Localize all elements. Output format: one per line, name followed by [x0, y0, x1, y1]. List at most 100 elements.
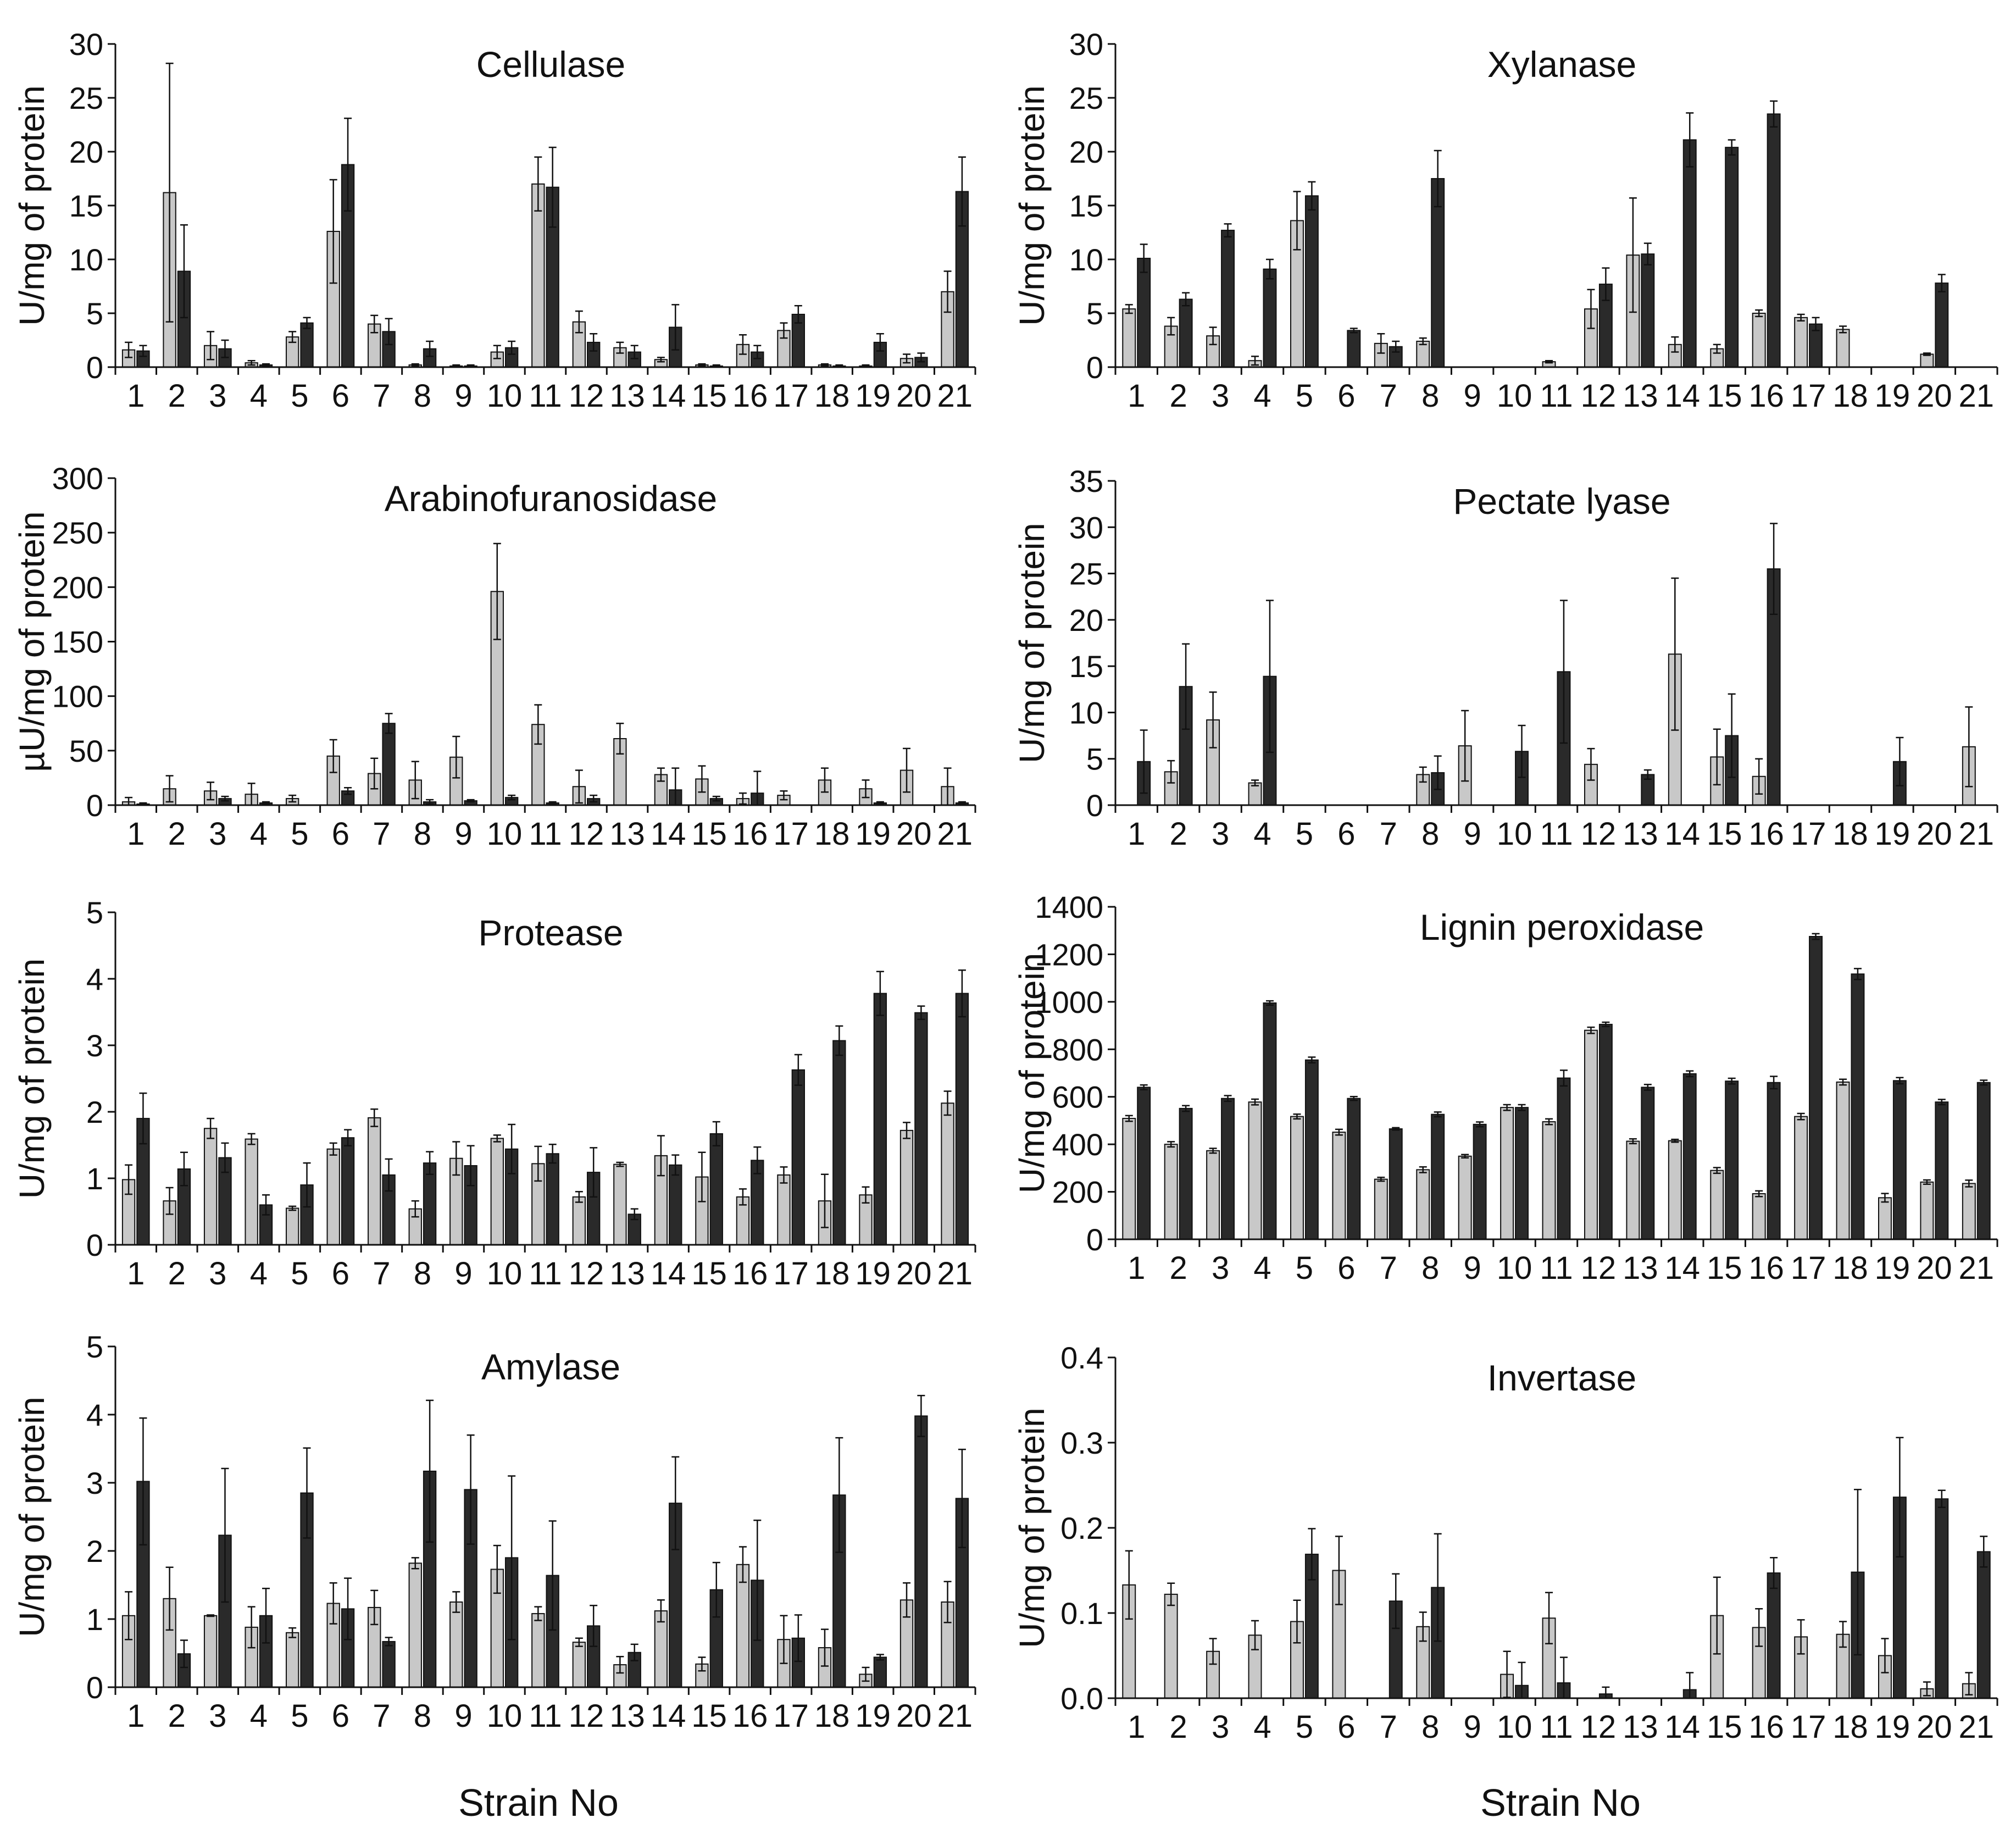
x-tick-label-protease: 21: [937, 1256, 973, 1292]
x-tick-label-protease: 1: [127, 1256, 145, 1292]
x-tick-label-xylanase: 9: [1464, 378, 1481, 414]
y-tick-label-xylanase: 25: [1069, 81, 1103, 115]
bar-lignin-peroxidase-s1-4: [1248, 1101, 1262, 1240]
x-tick-label-xylanase: 18: [1832, 378, 1868, 414]
bar-xylanase-s2-1: [1137, 258, 1151, 368]
error-bar-xylanase-s1-4: [1251, 356, 1259, 366]
x-tick-label-amylase: 15: [691, 1698, 727, 1734]
bar-amylase-s1-3: [203, 1615, 218, 1688]
error-bar-lignin-peroxidase-s1-11: [1545, 1118, 1553, 1126]
x-tick-label-xylanase: 3: [1212, 378, 1229, 414]
y-tick-label-amylase: 1: [86, 1602, 103, 1637]
x-tick-label-invertase: 7: [1380, 1709, 1397, 1745]
error-bar-amylase-s2-12: [590, 1604, 598, 1647]
y-axis-label-cellulase: U/mg of protein: [12, 85, 52, 326]
error-bar-amylase-s2-17: [794, 1614, 802, 1662]
error-bar-xylanase-s1-1: [1125, 304, 1133, 314]
bar-lignin-peroxidase-s2-1: [1137, 1087, 1151, 1240]
x-tick-label-pectate-lyase: 10: [1497, 816, 1532, 852]
error-bar-protease-s1-8: [411, 1200, 419, 1218]
x-tick-label-pectate-lyase: 20: [1917, 816, 1952, 852]
error-bar-invertase-s1-21: [1965, 1672, 1973, 1696]
bar-protease-s2-17: [791, 1069, 805, 1246]
x-tick-label-protease: 16: [732, 1256, 768, 1292]
error-bar-amylase-s2-14: [671, 1456, 680, 1550]
error-bar-xylanase-s1-7: [1377, 332, 1385, 354]
x-tick-label-lignin-peroxidase: 8: [1421, 1250, 1439, 1286]
error-bar-protease-s1-10: [493, 1134, 501, 1143]
error-bar-arabinofuranosidase-s1-13: [616, 723, 624, 755]
y-tick-label-cellulase: 5: [86, 296, 103, 331]
x-tick-label-pectate-lyase: 21: [1959, 816, 1995, 852]
error-bar-lignin-peroxidase-s1-14: [1671, 1138, 1679, 1143]
x-tick-label-invertase: 5: [1296, 1709, 1313, 1745]
x-tick-label-pectate-lyase: 18: [1832, 816, 1868, 852]
x-tick-label-invertase: 8: [1421, 1709, 1439, 1745]
error-bar-invertase-s1-17: [1797, 1619, 1805, 1655]
x-tick-label-lignin-peroxidase: 17: [1791, 1250, 1826, 1286]
error-bar-pectate-lyase-s1-14: [1671, 577, 1679, 731]
error-bar-pectate-lyase-s1-12: [1587, 747, 1595, 781]
x-tick-label-arabinofuranosidase: 4: [250, 816, 268, 852]
error-bar-pectate-lyase-s2-2: [1182, 643, 1190, 730]
error-bar-cellulase-s1-1: [125, 341, 133, 358]
chart-invertase: 0.00.10.20.30.41 2 3 4 5 6 7 8 9 10 11 12 13 14 15 16 17…: [1012, 1340, 1998, 1745]
x-tick-label-cellulase: 9: [454, 378, 472, 414]
error-bar-cellulase-s2-3: [221, 339, 229, 358]
error-bar-lignin-peroxidase-s2-8: [1434, 1111, 1442, 1118]
bar-lignin-peroxidase-s1-14: [1668, 1140, 1682, 1240]
bar-protease-s1-17: [777, 1174, 791, 1245]
x-tick-label-amylase: 2: [168, 1698, 186, 1734]
y-tick-label-invertase: 0.3: [1060, 1426, 1103, 1460]
bar-protease-s1-10: [490, 1138, 504, 1245]
error-bar-lignin-peroxidase-s2-5: [1308, 1056, 1316, 1064]
x-tick-label-arabinofuranosidase: 18: [814, 816, 850, 852]
x-tick-label-pectate-lyase: 14: [1665, 816, 1701, 852]
error-bar-lignin-peroxidase-s2-9: [1476, 1121, 1484, 1128]
x-tick-label-cellulase: 18: [814, 378, 850, 414]
x-tick-label-lignin-peroxidase: 11: [1540, 1250, 1573, 1286]
x-tick-label-protease: 15: [691, 1256, 727, 1292]
error-bar-arabinofuranosidase-s2-8: [426, 799, 434, 805]
y-tick-label-invertase: 0.1: [1060, 1596, 1103, 1631]
error-bar-cellulase-s2-10: [508, 340, 516, 355]
bar-lignin-peroxidase-s1-20: [1920, 1181, 1934, 1240]
error-bar-invertase-s2-7: [1392, 1573, 1400, 1630]
error-bar-cellulase-s1-2: [165, 63, 174, 323]
x-tick-label-arabinofuranosidase: 8: [414, 816, 431, 852]
error-bar-invertase-s2-20: [1937, 1489, 1946, 1509]
x-tick-label-invertase: 1: [1128, 1709, 1145, 1745]
bar-lignin-peroxidase-s2-7: [1389, 1128, 1403, 1240]
chart-title-invertase: Invertase: [1487, 1357, 1636, 1398]
error-bar-xylanase-s1-14: [1671, 336, 1679, 353]
x-tick-label-invertase: 11: [1540, 1709, 1573, 1745]
error-bar-cellulase-s1-17: [780, 322, 788, 339]
error-bar-cellulase-s2-19: [876, 332, 884, 352]
x-tick-label-pectate-lyase: 15: [1707, 816, 1742, 852]
x-tick-label-pectate-lyase: 2: [1170, 816, 1187, 852]
x-tick-label-amylase: 8: [414, 1698, 431, 1734]
error-bar-protease-s2-13: [630, 1208, 638, 1221]
y-tick-label-amylase: 0: [86, 1670, 103, 1705]
bar-xylanase-s1-1: [1122, 308, 1136, 368]
y-tick-label-protease: 5: [86, 895, 103, 930]
error-bar-xylanase-s1-15: [1713, 343, 1721, 354]
error-bar-xylanase-s2-16: [1770, 100, 1778, 128]
error-bar-pectate-lyase-s2-1: [1140, 729, 1148, 794]
error-bar-arabinofuranosidase-s2-11: [548, 801, 557, 805]
bar-xylanase-s1-20: [1920, 353, 1934, 368]
x-tick-label-protease: 7: [373, 1256, 390, 1292]
error-bar-amylase-s2-4: [262, 1587, 270, 1644]
error-bar-xylanase-s2-15: [1728, 139, 1736, 156]
error-bar-invertase-s1-2: [1167, 1582, 1175, 1606]
y-tick-label-pectate-lyase: 30: [1069, 510, 1103, 545]
x-tick-label-pectate-lyase: 3: [1212, 816, 1229, 852]
error-bar-cellulase-s1-8: [411, 363, 419, 367]
bar-amylase-s1-9: [449, 1601, 463, 1688]
bar-amylase-s1-5: [286, 1632, 299, 1688]
y-axis-label-lignin-peroxidase: U/mg of protein: [1012, 953, 1052, 1194]
bar-protease-s2-15: [709, 1133, 723, 1245]
x-tick-label-amylase: 9: [454, 1698, 472, 1734]
bar-xylanase-s1-18: [1836, 329, 1850, 368]
bar-lignin-peroxidase-s2-14: [1682, 1073, 1697, 1240]
